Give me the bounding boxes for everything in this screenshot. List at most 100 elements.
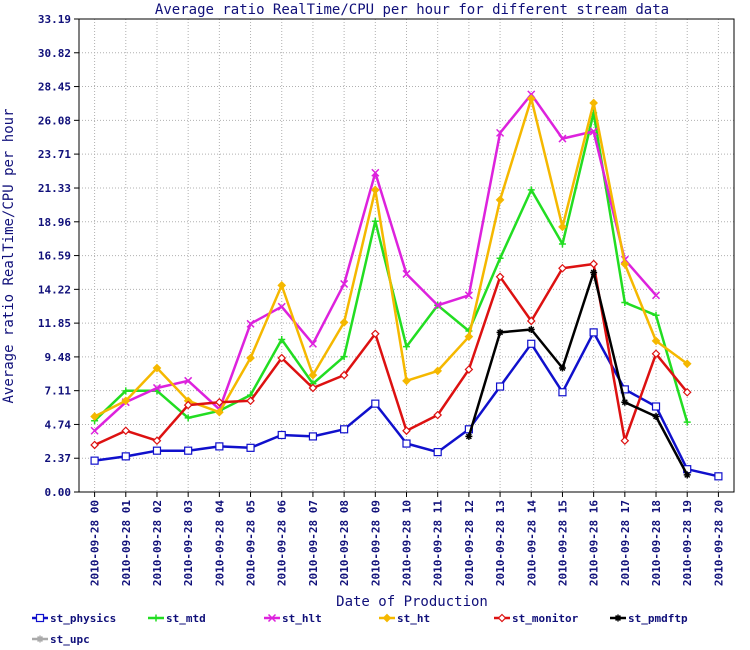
data-point-st-mtd [278,336,286,344]
data-point-st-monitor [526,316,536,326]
data-point-st-monitor [308,383,318,393]
data-point-st-physics [495,382,505,391]
y-tick-label: 16.59 [38,250,71,263]
data-point-st-hlt [152,383,162,392]
y-tick-label: 14.22 [38,283,71,296]
data-point-st-monitor [682,387,692,397]
x-tick-label: 2010-09-28 10 [401,500,414,586]
data-point-st-physics [184,446,193,455]
data-point-st-ht [308,370,318,380]
chart-title: Average ratio RealTime/CPU per hour for … [155,2,669,18]
x-tick-label: 2010-09-28 01 [120,500,133,586]
data-point-st-hlt [371,168,380,177]
data-point-st-physics [433,447,442,457]
x-tick-label: 2010-09-28 13 [494,500,507,586]
data-point-st-physics [90,456,99,465]
data-point-st-mtd [184,414,192,422]
data-point-st-hlt [402,269,411,278]
data-point-st-monitor [558,263,567,273]
data-point-st-monitor [183,400,193,410]
data-point-st-mtd [527,186,535,194]
legend-label-st-mtd: st_mtd [166,612,206,625]
data-point-st-ht [589,98,598,108]
legend-label-st-pmdftp: st_pmdftp [628,612,688,625]
data-point-st-hlt [464,291,473,300]
data-point-st-ht [433,366,443,376]
legend-item-st-physics: st_physics [32,612,116,625]
series-line-st-monitor [94,262,689,447]
series-st-ht [90,94,692,421]
data-point-st-mtd [403,343,410,351]
y-tick-label: 7.11 [45,385,72,398]
series-st-physics [90,328,723,481]
y-tick-label: 21.33 [38,182,71,195]
y-tick-label: 2.37 [45,452,72,465]
data-point-st-pmdftp [527,326,535,334]
data-point-st-hlt [558,134,567,143]
data-point-st-pmdftp [558,364,566,372]
x-tick-label: 2010-09-28 20 [712,500,725,586]
data-point-st-hlt [589,127,598,136]
x-tick-label: 2010-09-28 07 [307,500,320,586]
x-tick-label: 2010-09-28 14 [525,500,538,586]
data-point-st-ht [682,359,692,369]
data-point-st-monitor [152,436,162,446]
legend-marker-st-hlt [267,613,277,623]
data-point-st-mtd [652,311,660,319]
y-tick-label: 18.96 [38,216,71,229]
y-axis-label: Average ratio RealTime/CPU per hour [1,108,17,403]
legend-marker-st-ht [382,613,392,623]
y-tick-label: 4.74 [45,418,72,431]
legend-marker-st-pmdftp [614,614,622,622]
data-point-st-pmdftp [683,471,691,479]
data-point-st-monitor [620,436,630,446]
legend-label-st-monitor: st_monitor [512,612,579,625]
data-point-st-hlt [340,279,349,288]
series-st-monitor [90,259,692,450]
x-tick-label: 2010-09-28 12 [463,500,476,586]
data-point-st-ht [246,353,255,363]
data-point-st-pmdftp [465,432,473,440]
x-tick-label: 2010-09-28 18 [650,500,663,586]
data-point-st-monitor [370,329,380,339]
data-point-st-hlt [246,319,255,328]
x-tick-label: 2010-09-28 02 [151,500,164,586]
legend-label-st-upc: st_upc [50,633,90,646]
data-point-st-hlt [184,376,193,385]
data-point-st-ht [90,412,99,421]
data-point-st-hlt [308,339,317,348]
x-tick-label: 2010-09-28 08 [338,500,351,586]
plot-frame [78,18,735,493]
legend-item-st-mtd: st_mtd [148,612,206,625]
legend: st_physics st_mtd st_hlt st_ht st_monitor st_… [32,612,688,646]
data-point-st-pmdftp [590,269,598,277]
data-point-st-physics [714,472,723,481]
legend-label-st-hlt: st_hlt [282,612,322,625]
legend-item-st-ht: st_ht [379,612,430,625]
x-tick-label: 2010-09-28 11 [432,500,445,586]
data-point-st-physics [121,452,130,461]
legend-item-st-upc: st_upc [32,633,90,646]
data-point-st-physics [558,388,567,397]
data-point-st-mtd [683,418,691,426]
data-point-st-hlt [433,301,442,310]
data-point-st-ht [651,336,661,346]
data-point-st-monitor [339,370,349,380]
data-point-st-physics [246,443,255,452]
x-tick-label: 2010-09-28 03 [182,500,195,586]
data-point-st-physics [527,339,536,348]
x-tick-label: 2010-09-28 09 [369,500,382,586]
data-point-st-hlt [651,291,661,300]
x-tick-label: 2010-09-28 16 [588,500,601,586]
data-point-st-physics [152,446,162,455]
data-point-st-monitor [215,397,224,407]
y-tick-label: 28.45 [38,81,71,94]
data-point-st-ht [464,332,474,342]
x-tick-label: 2010-09-28 19 [681,500,694,586]
data-point-st-mtd [122,387,130,395]
y-tick-label: 33.19 [38,13,71,26]
legend-item-st-hlt: st_hlt [264,612,322,625]
data-point-st-monitor [121,426,131,436]
legend-marker-st-upc [36,635,44,643]
plot-area: 0.00 2.37 4.74 7.11 9.48 11.85 14.22 16.59 18.96… [38,13,735,586]
